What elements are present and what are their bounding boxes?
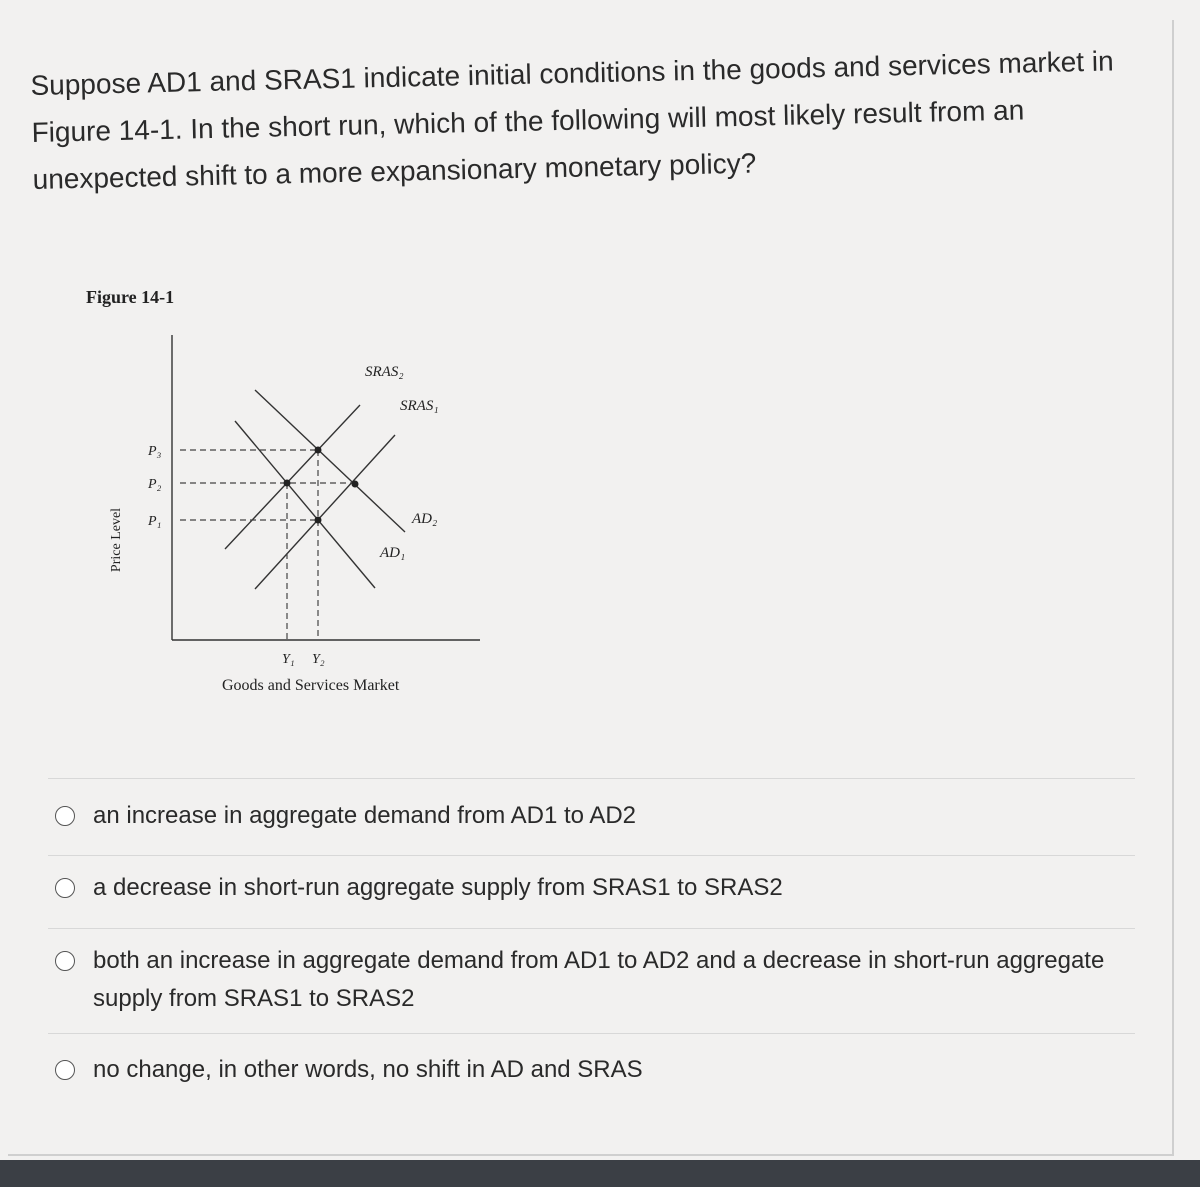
separator xyxy=(48,928,1135,929)
output-label: Y₂ xyxy=(312,652,325,667)
figure: SRAS₂ SRAS₁ AD₂ AD₁ P₃ P₂ P₁ Y₁ Y₂ Goods… xyxy=(109,335,480,694)
option-text: both an increase in aggregate demand fro… xyxy=(93,947,1105,1012)
option-text: a decrease in short-run aggregate supply… xyxy=(93,874,783,901)
separator xyxy=(48,778,1135,779)
radio-button[interactable] xyxy=(55,1060,75,1080)
radio-button[interactable] xyxy=(55,806,75,826)
curve-label: AD₂ xyxy=(411,511,437,527)
curve-label: AD₁ xyxy=(379,545,405,561)
y-axis-label: Price Level xyxy=(109,508,124,572)
question-text: Suppose AD1 and SRAS1 indicate initial c… xyxy=(30,45,1114,195)
radio-button[interactable] xyxy=(55,878,75,898)
point xyxy=(351,480,359,488)
screen-bezel xyxy=(0,1160,1200,1187)
panel-frame xyxy=(8,20,1174,1156)
ad2-curve xyxy=(254,389,406,533)
output-label: Y₁ xyxy=(282,652,295,667)
separator xyxy=(48,1033,1135,1034)
ad1-curve xyxy=(234,420,376,589)
point xyxy=(283,479,291,487)
option[interactable]: an increase in aggregate demand from AD1… xyxy=(55,797,1125,835)
curve-label: SRAS₁ xyxy=(400,398,439,414)
option[interactable]: no change, in other words, no shift in A… xyxy=(55,1051,1125,1089)
price-label: P₃ xyxy=(147,444,162,459)
option[interactable]: a decrease in short-run aggregate supply… xyxy=(55,869,1125,907)
sras2-curve xyxy=(224,404,361,550)
point xyxy=(314,446,322,454)
sras1-curve xyxy=(254,434,396,590)
option-text: an increase in aggregate demand from AD1… xyxy=(93,802,636,829)
figure-title: Figure 14-1 xyxy=(86,287,175,307)
point xyxy=(314,516,322,524)
price-label: P₁ xyxy=(147,514,161,529)
price-label: P₂ xyxy=(147,477,162,492)
x-axis-label: Goods and Services Market xyxy=(222,677,400,694)
separator xyxy=(48,855,1135,856)
curve-label: SRAS₂ xyxy=(365,364,404,380)
radio-button[interactable] xyxy=(55,951,75,971)
option[interactable]: both an increase in aggregate demand fro… xyxy=(55,942,1125,1018)
option-text: no change, in other words, no shift in A… xyxy=(93,1056,643,1083)
